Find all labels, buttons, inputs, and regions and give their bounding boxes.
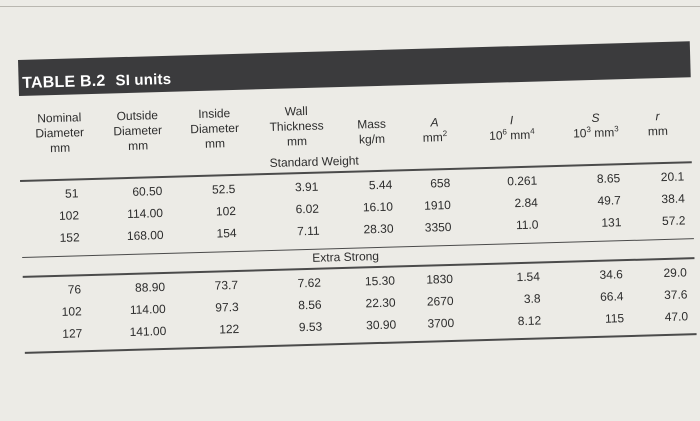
page-top-rule	[0, 6, 700, 7]
table-bottom-rule	[24, 333, 697, 354]
cell-outside-diameter: 88.90	[134, 279, 166, 295]
column-header-area: A mm2	[422, 115, 448, 145]
cell-radius-of-gyration: 38.4	[661, 191, 685, 207]
cell-area: 2670	[426, 293, 454, 309]
cell-section-modulus: 131	[601, 215, 622, 230]
cell-section-modulus: 8.65	[596, 171, 621, 186]
cell-outside-diameter: 168.00	[126, 227, 164, 244]
cell-nominal-diameter: 102	[58, 208, 80, 223]
cell-inside-diameter: 73.7	[214, 277, 239, 293]
cell-inside-diameter: 154	[216, 225, 237, 241]
table-number: TABLE B.2	[22, 72, 106, 92]
cell-area: 658	[430, 175, 451, 191]
cell-nominal-diameter: 51	[64, 186, 79, 201]
cell-moment-of-inertia: 8.12	[517, 313, 542, 329]
cell-mass: 22.30	[365, 295, 396, 311]
cell-wall-thickness: 8.56	[298, 297, 322, 313]
cell-wall-thickness: 7.11	[296, 223, 320, 239]
cell-nominal-diameter: 102	[61, 304, 82, 319]
cell-moment-of-inertia: 2.84	[514, 195, 539, 211]
cell-radius-of-gyration: 29.0	[663, 265, 688, 281]
cell-wall-thickness: 9.53	[298, 319, 323, 335]
column-header-outside-diameter: Outside Diameter mm	[113, 108, 163, 153]
cell-radius-of-gyration: 47.0	[664, 309, 689, 325]
cell-area: 1830	[426, 271, 454, 287]
cell-moment-of-inertia: 1.54	[516, 269, 541, 285]
cell-moment-of-inertia: 11.0	[515, 217, 539, 233]
cell-wall-thickness: 7.62	[297, 275, 322, 291]
cell-moment-of-inertia: 3.8	[523, 291, 541, 306]
cell-area: 3350	[424, 219, 452, 235]
cell-nominal-diameter: 76	[67, 282, 82, 297]
column-header-section-modulus: S 103 mm3	[572, 110, 619, 141]
column-header-nominal-diameter: Nominal Diameter mm	[35, 110, 85, 156]
cell-inside-diameter: 122	[219, 321, 240, 337]
cell-nominal-diameter: 152	[59, 230, 80, 245]
cell-section-modulus: 66.4	[599, 289, 624, 304]
cell-outside-diameter: 114.00	[129, 301, 166, 317]
cell-area: 1910	[423, 197, 452, 213]
cell-radius-of-gyration: 37.6	[663, 287, 688, 303]
cell-section-modulus: 49.7	[597, 193, 622, 208]
column-header-wall-thickness: Wall Thickness mm	[269, 103, 324, 149]
section-label-extra-strong: Extra Strong	[312, 248, 380, 265]
cell-section-modulus: 115	[604, 311, 625, 326]
cell-moment-of-inertia: 0.261	[507, 173, 538, 189]
cell-wall-thickness: 6.02	[295, 201, 320, 217]
cell-radius-of-gyration: 57.2	[661, 213, 686, 229]
cell-mass: 15.30	[364, 273, 396, 289]
cell-area: 3700	[427, 315, 455, 331]
cell-wall-thickness: 3.91	[294, 179, 319, 195]
column-header-moment-of-inertia: I 106 mm4	[488, 113, 535, 143]
table-subtitle: SI units	[115, 70, 172, 90]
pipe-dimensions-table: Nominal Diameter mm Outside Diameter mm …	[18, 89, 697, 358]
cell-mass: 30.90	[365, 317, 397, 333]
cell-outside-diameter: 60.50	[132, 184, 163, 199]
cell-inside-diameter: 52.5	[211, 181, 236, 197]
column-header-radius-of-gyration: r mm	[647, 109, 669, 139]
column-header-inside-diameter: Inside Diameter mm	[190, 106, 240, 151]
cell-nominal-diameter: 127	[62, 326, 83, 341]
column-header-mass: Mass kg/m	[357, 116, 387, 147]
cell-inside-diameter: 102	[215, 203, 237, 219]
cell-section-modulus: 34.6	[599, 267, 624, 282]
cell-mass: 28.30	[363, 221, 394, 237]
cell-mass: 5.44	[368, 177, 393, 193]
cell-mass: 16.10	[362, 199, 394, 215]
cell-radius-of-gyration: 20.1	[660, 169, 685, 185]
cell-outside-diameter: 114.00	[126, 205, 164, 221]
section-label-standard-weight: Standard Weight	[269, 153, 359, 170]
cell-inside-diameter: 97.3	[215, 299, 239, 315]
cell-outside-diameter: 141.00	[129, 323, 167, 339]
